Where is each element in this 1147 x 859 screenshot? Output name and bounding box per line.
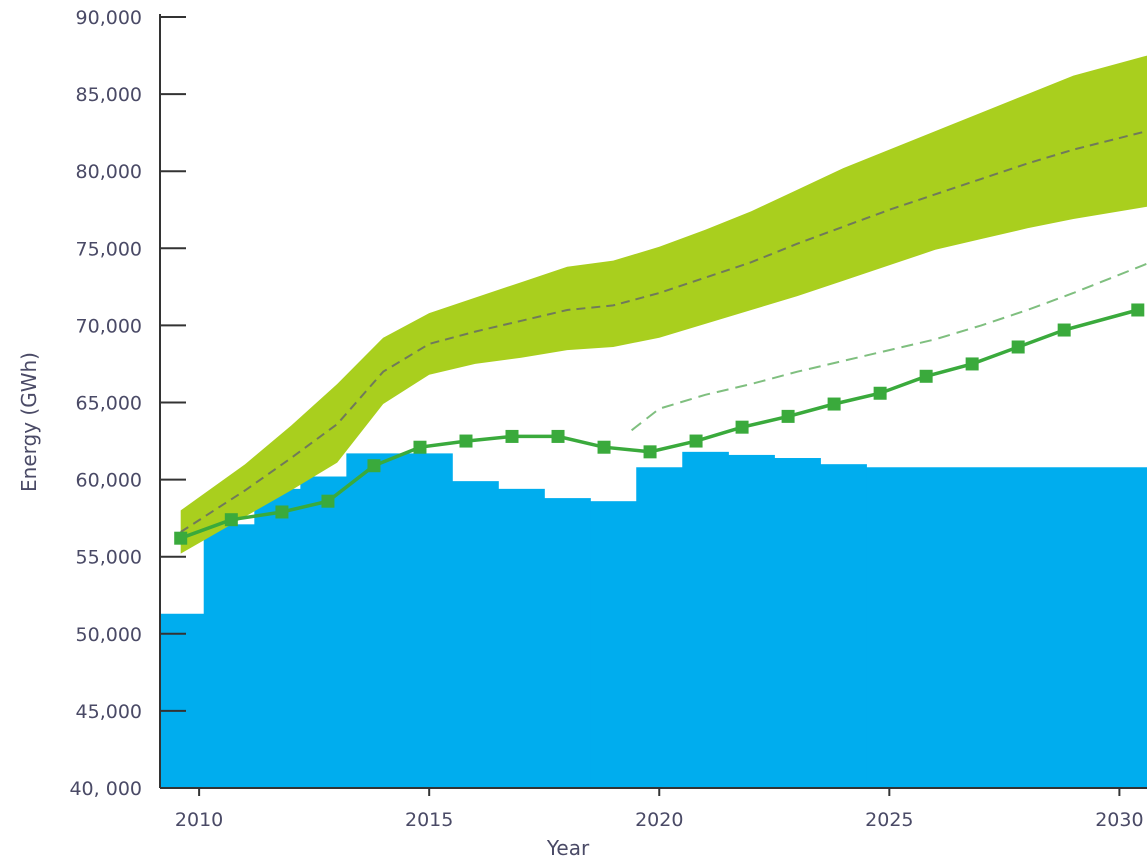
series-point <box>643 445 657 459</box>
capacity-step-2 <box>254 488 301 788</box>
capacity-step-8 <box>590 501 637 788</box>
x-tick-label: 2010 <box>175 809 223 831</box>
capacity-step-5 <box>452 481 499 788</box>
y-tick-label: 40, 000 <box>69 778 142 800</box>
tick-labels: 40, 000 45,000 50,000 55,000 60,000 65,000 70,… <box>69 7 1143 831</box>
x-tick-label: 2020 <box>635 809 683 831</box>
axes <box>159 14 1147 796</box>
series-point <box>689 434 703 448</box>
y-tick-label: 55,000 <box>76 547 142 569</box>
x-tick-label: 2030 <box>1095 809 1143 831</box>
y-tick-label: 75,000 <box>76 238 142 260</box>
capacity-area <box>160 451 1147 788</box>
series-line-1 <box>630 262 1147 432</box>
capacity-step-11 <box>728 454 775 788</box>
y-tick-label: 60,000 <box>76 470 142 492</box>
series-line-0 <box>180 130 1147 533</box>
y-tick-label: 90,000 <box>76 7 142 29</box>
capacity-step-7 <box>544 498 591 788</box>
capacity-step-9 <box>636 467 683 788</box>
capacity-step-1 <box>203 524 255 788</box>
capacity-step-13 <box>820 464 867 788</box>
series-point <box>919 369 933 383</box>
y-axis-title: Energy (GWh) <box>17 352 41 492</box>
series-point <box>781 409 795 423</box>
forecast-band-area <box>180 55 1147 554</box>
series-point <box>459 434 473 448</box>
capacity-step-12 <box>774 458 821 788</box>
capacity-step-0 <box>160 613 205 788</box>
series-point <box>321 494 335 508</box>
y-tick-label: 85,000 <box>76 84 142 106</box>
series-point <box>551 429 565 443</box>
y-tick-label: 45,000 <box>76 701 142 723</box>
series-point <box>873 386 887 400</box>
series-point <box>827 397 841 411</box>
series-point <box>735 420 749 434</box>
series-point <box>413 440 427 454</box>
x-axis-title: Year <box>546 836 590 859</box>
series-point <box>275 505 289 519</box>
forecast-band <box>180 55 1147 554</box>
series-point <box>597 440 611 454</box>
series-point <box>1011 340 1025 354</box>
x-tick-label: 2015 <box>405 809 453 831</box>
y-tick-label: 70,000 <box>76 315 142 337</box>
y-tick-label: 50,000 <box>76 624 142 646</box>
series-point <box>1131 303 1145 317</box>
series-point <box>174 531 188 545</box>
capacity-step-6 <box>498 488 545 788</box>
series-point <box>1057 323 1071 337</box>
capacity-step-10 <box>682 451 729 788</box>
capacity-step-4 <box>346 453 453 788</box>
y-tick-label: 65,000 <box>76 393 142 415</box>
series-point <box>367 459 381 473</box>
capacity-step-3 <box>300 476 347 788</box>
x-tick-label: 2025 <box>865 809 913 831</box>
series-lines <box>174 130 1147 545</box>
capacity-step-14 <box>866 467 1147 788</box>
y-tick-label: 80,000 <box>76 161 142 183</box>
series-point <box>505 429 519 443</box>
series-point <box>224 513 238 527</box>
series-point <box>965 357 979 371</box>
